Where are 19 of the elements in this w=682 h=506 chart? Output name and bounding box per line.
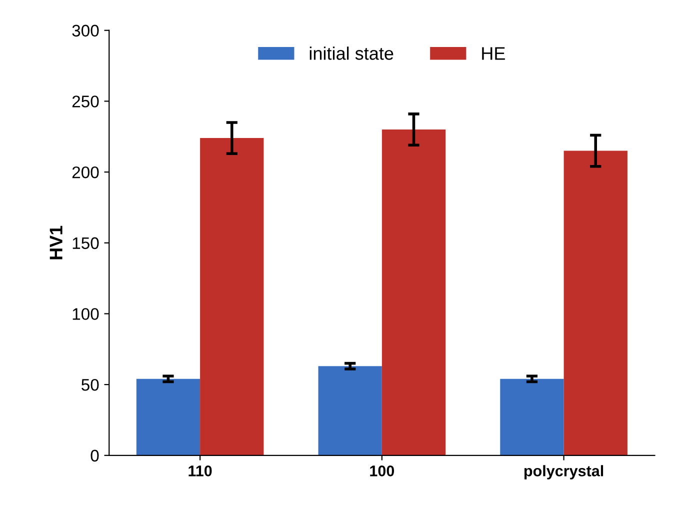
bar: [382, 130, 446, 456]
bar: [200, 138, 264, 456]
bar: [318, 366, 382, 456]
y-tick-label: 50: [82, 378, 99, 391]
y-tick-label: 200: [72, 166, 99, 178]
legend-label: initial state: [310, 46, 394, 60]
x-tick-label: 100: [370, 466, 394, 476]
x-tick-label: 110: [188, 466, 212, 476]
y-tick-label: 100: [72, 308, 99, 320]
bar: [136, 378, 200, 456]
y-tick-label: 300: [72, 24, 99, 37]
y-tick-label: 0: [90, 450, 99, 462]
y-axis-title: HV1: [50, 226, 62, 260]
y-tick-label: 250: [72, 96, 99, 108]
bar: [500, 378, 564, 456]
legend-label: HE: [482, 47, 505, 60]
y-tick-label: 150: [72, 237, 99, 250]
bar: [564, 150, 628, 456]
x-tick-label: polycrystal: [524, 465, 604, 480]
